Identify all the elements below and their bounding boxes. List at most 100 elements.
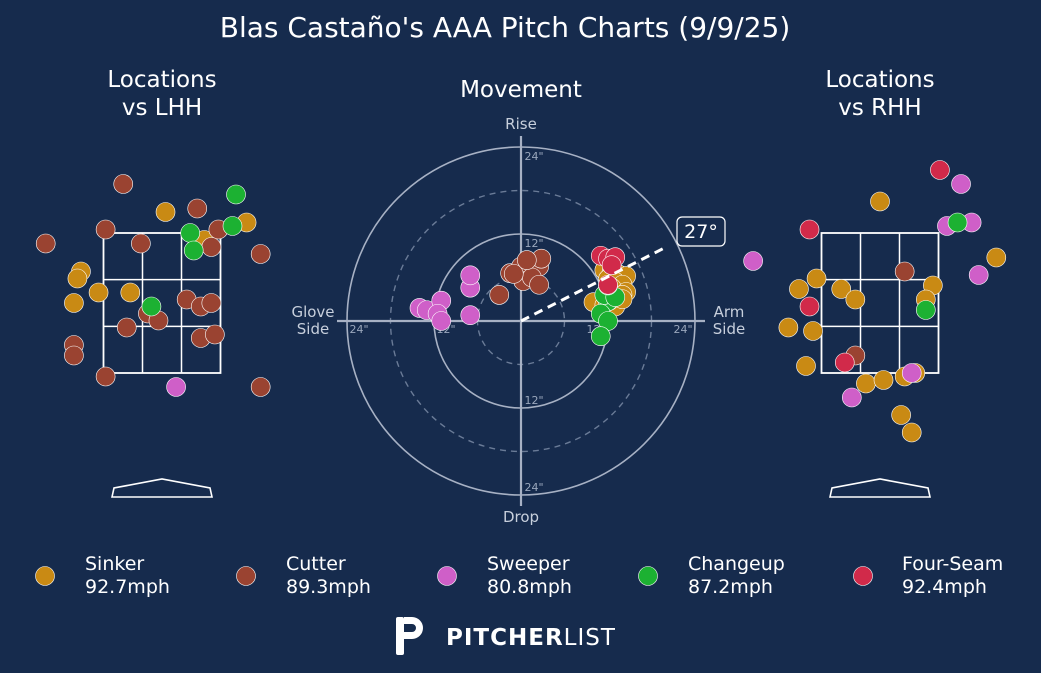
pitch-changeup <box>226 184 246 205</box>
pitch-sweeper <box>968 265 989 285</box>
movement-axis-top-label: Rise <box>505 115 537 133</box>
pitch-sinker <box>789 279 809 299</box>
pitch-cutter <box>113 174 134 194</box>
rhh-title-line2: vs RHH <box>838 95 921 121</box>
pitch-sinker <box>778 317 799 338</box>
pitch-cutter <box>35 233 56 254</box>
pitch-cutter <box>95 366 116 387</box>
legend-marker-changeup <box>638 566 658 586</box>
pitch-sinker <box>796 356 816 376</box>
pitch-sinker <box>831 279 852 299</box>
legend-label-sinker: Sinker <box>85 553 144 575</box>
pitch-sinker <box>856 373 876 394</box>
pitch-four-seam <box>930 160 950 180</box>
movement-cutter <box>489 285 510 305</box>
pitch-sweeper <box>743 251 763 271</box>
figure-title: Blas Castaño's AAA Pitch Charts (9/9/25) <box>220 11 791 44</box>
pitch-four-seam <box>834 352 855 373</box>
pitch-sinker <box>120 282 141 303</box>
lhh-home-plate <box>111 478 213 498</box>
pitch-cutter <box>131 233 151 254</box>
legend-velo-cutter: 89.3mph <box>286 576 371 598</box>
pitch-cutter <box>187 198 208 219</box>
pitch-sinker <box>845 289 866 310</box>
home-plate-outline <box>111 478 213 498</box>
movement-axis-left-label-line2: Side <box>297 320 329 338</box>
movement-cutter <box>529 274 549 295</box>
movement-axis-right-label-line2: Side <box>713 320 745 338</box>
pitch-sweeper <box>951 174 971 194</box>
movement-cutter <box>503 264 524 284</box>
pitch-cutter <box>64 345 84 366</box>
pitcherlist-wordmark: PITCHERLIST <box>446 625 616 651</box>
pitcherlist-logo: PITCHERLIST <box>396 617 616 655</box>
ring-label-top-12: 12" <box>524 237 543 250</box>
pitch-sinker <box>891 405 911 425</box>
rhh-home-plate <box>829 478 931 498</box>
pitch-sinker <box>67 268 88 289</box>
lhh-title-line2: vs LHH <box>122 95 202 121</box>
pitch-sinker <box>873 370 894 390</box>
pitch-changeup <box>183 240 204 261</box>
pitch-sinker <box>870 191 890 212</box>
pitch-changeup <box>180 223 200 243</box>
pitch-sinker <box>88 282 109 303</box>
rhh-pitch-locations <box>743 160 1007 443</box>
pitch-sinker <box>986 247 1007 268</box>
pitch-cutter <box>201 293 222 313</box>
pitch-changeup <box>222 216 243 236</box>
pitch-cutter <box>250 377 271 397</box>
ring-label-right-24: 24" <box>673 323 692 336</box>
legend-marker-sweeper <box>437 566 457 586</box>
pitch-changeup <box>947 212 968 233</box>
pitch-four-seam <box>799 296 820 317</box>
movement-sweeper <box>460 265 481 286</box>
pitch-four-seam <box>799 219 820 240</box>
pitch-cutter <box>201 237 222 257</box>
pitch-changeup <box>916 300 936 320</box>
legend: Sinker 92.7mph Cutter 89.3mph Sweeper 80… <box>35 553 1003 598</box>
arm-angle-label: 27° <box>684 221 718 243</box>
pitch-sinker <box>155 202 176 222</box>
legend-marker-sinker <box>35 566 55 586</box>
pitch-sinker <box>806 268 827 289</box>
ring-label-bottom-24: 24" <box>524 481 543 494</box>
movement-axis-left-label-line1: Glove <box>291 303 334 321</box>
pitch-sweeper <box>166 377 186 397</box>
lhh-title-line1: Locations <box>107 67 216 93</box>
movement-axis-bottom-label: Drop <box>503 508 539 526</box>
movement-four-seam <box>601 255 622 275</box>
ring-label-bottom-12: 12" <box>524 394 543 407</box>
legend-label-four-seam: Four-Seam <box>902 553 1003 575</box>
legend-velo-four-seam: 92.4mph <box>902 576 987 598</box>
pitch-cutter <box>250 244 271 264</box>
arm-angle-line <box>520 247 664 323</box>
rhh-title-line1: Locations <box>825 67 934 93</box>
pitch-sinker <box>64 293 84 313</box>
home-plate-outline <box>829 478 931 498</box>
legend-velo-sinker: 92.7mph <box>85 576 170 598</box>
legend-velo-sweeper: 80.8mph <box>487 576 572 598</box>
pitch-cutter <box>894 261 915 282</box>
movement-title: Movement <box>460 77 582 103</box>
arm-angle-box <box>676 216 726 247</box>
movement-axis-right-label-line1: Arm <box>714 303 745 321</box>
pitcherlist-wordmark-bold: PITCHER <box>446 625 564 651</box>
ring-label-left-24: 24" <box>349 323 368 336</box>
pitch-sinker <box>803 321 823 341</box>
pitch-cutter <box>95 219 116 240</box>
pitch-cutter <box>116 317 137 338</box>
pitch-cutter <box>205 324 225 345</box>
legend-marker-four-seam <box>853 566 873 586</box>
pitch-changeup <box>141 296 162 317</box>
pitcherlist-wordmark-light: LIST <box>564 625 616 651</box>
lhh-pitch-locations <box>35 174 271 397</box>
ring-label-top-24: 24" <box>524 150 543 163</box>
pitcherlist-logo-icon <box>396 617 423 655</box>
legend-label-sweeper: Sweeper <box>487 553 570 575</box>
movement-sweeper <box>431 311 452 331</box>
pitch-sweeper <box>842 387 862 408</box>
movement-changeup <box>590 326 611 347</box>
movement-points <box>409 245 636 347</box>
legend-label-changeup: Changeup <box>688 553 785 575</box>
